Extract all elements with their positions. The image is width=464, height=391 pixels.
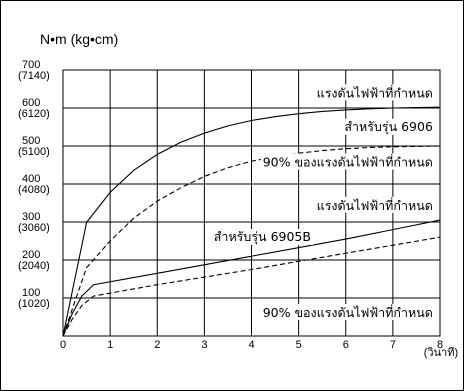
annotation-text: 90% ของแรงดันไฟฟ้าที่กำหนด	[263, 154, 433, 170]
annotation: 90% ของแรงดันไฟฟ้าที่กำหนด	[260, 153, 435, 170]
series-line-4-dashed	[62, 236, 441, 337]
series-line-2-dashed	[62, 145, 441, 337]
annotation-text: แรงดันไฟฟ้าที่กำหนด	[317, 197, 433, 213]
y-tick-sublabel: (3060)	[18, 222, 50, 234]
y-tick-labels: 700(7140)600(6120)500(5100)400(4080)300(…	[18, 59, 50, 310]
y-tick-sublabel: (6120)	[18, 108, 50, 120]
x-tick-label: 6	[343, 339, 349, 351]
y-tick-label: 100	[22, 287, 40, 299]
series-group	[62, 106, 441, 337]
y-tick-sublabel: (5100)	[18, 146, 50, 158]
x-tick-label: 4	[248, 339, 254, 351]
annotation: สำหรับรุ่น 6906	[342, 118, 435, 135]
x-tick-label: 2	[154, 339, 160, 351]
x-tick-label: 7	[390, 339, 396, 351]
annotation-background	[260, 304, 435, 320]
annotation-background	[314, 84, 435, 101]
x-axis-unit: (วินาที)	[424, 346, 458, 359]
series-line-3-solid	[62, 219, 441, 337]
y-axis-label: N•m (kg•cm)	[40, 31, 118, 47]
x-tick-label: 5	[296, 339, 302, 351]
y-tick-sublabel: (2040)	[18, 260, 50, 272]
annotation-text: 90% ของแรงดันไฟฟ้าที่กำหนด	[263, 304, 433, 320]
y-tick-sublabel: (7140)	[18, 70, 50, 82]
y-tick-label: 600	[22, 97, 40, 109]
annotation: 90% ของแรงดันไฟฟ้าที่กำหนด	[260, 304, 435, 320]
y-tick-label: 400	[22, 173, 40, 185]
x-tick-label: 1	[107, 339, 113, 351]
annotation-text: สำหรับรุ่น 6906	[344, 119, 433, 135]
y-tick-sublabel: (1020)	[18, 298, 50, 310]
x-tick-label: 0	[60, 339, 66, 351]
annotation: สำหรับรุ่น 6905B	[211, 229, 313, 245]
annotation-background	[260, 153, 435, 170]
y-tick-label: 500	[22, 135, 40, 147]
y-tick-label: 200	[22, 249, 40, 261]
x-tick-label: 3	[201, 339, 207, 351]
x-tick-labels: 0 1 2 3 4 5 6 7 8	[60, 339, 443, 351]
y-tick-label: 700	[22, 59, 40, 71]
y-tick-sublabel: (4080)	[18, 184, 50, 196]
annotation-background	[314, 196, 435, 213]
annotation-text: แรงดันไฟฟ้าที่กำหนด	[317, 84, 433, 100]
annotation: แรงดันไฟฟ้าที่กำหนด	[314, 196, 435, 213]
annotation: แรงดันไฟฟ้าที่กำหนด	[314, 84, 435, 101]
x-tick-label: 8	[437, 339, 443, 351]
annotation-background	[211, 229, 313, 245]
series-line-1-solid	[62, 106, 441, 337]
annotation-background	[342, 118, 435, 135]
annotation-text: สำหรับรุ่น 6905B	[214, 229, 311, 245]
y-tick-label: 300	[22, 211, 40, 223]
